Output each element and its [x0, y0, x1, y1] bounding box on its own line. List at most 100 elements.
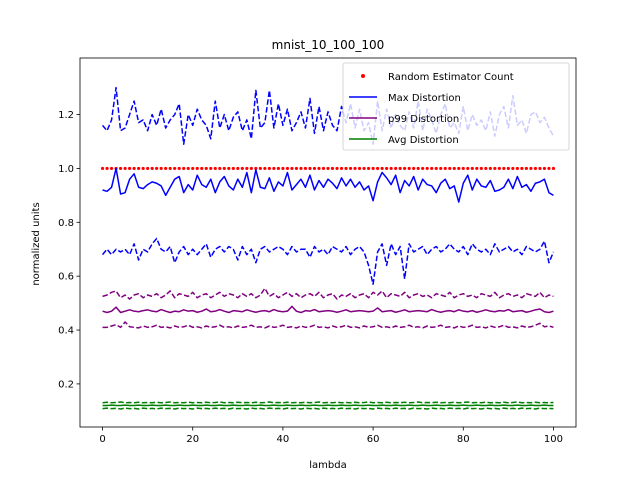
series-line-max-distortion-lower	[101, 237, 555, 285]
data-point	[380, 166, 384, 171]
data-point	[466, 166, 470, 171]
data-point	[299, 166, 303, 171]
legend-marker	[361, 74, 365, 78]
data-point	[357, 166, 362, 171]
data-point	[100, 166, 105, 171]
data-point	[470, 166, 474, 171]
y-tick-label: 1.0	[58, 164, 74, 175]
series-line-max-distortion-upper	[101, 86, 555, 145]
data-point	[281, 166, 285, 171]
data-point	[303, 166, 308, 171]
data-point	[245, 166, 249, 171]
series-line-avg-distortion-lower	[102, 407, 554, 410]
series-line-avg-distortion-upper	[102, 401, 554, 404]
data-point	[231, 166, 235, 171]
data-point	[511, 166, 515, 171]
series-random-estimator-count	[100, 166, 556, 171]
x-tick-label: 80	[457, 434, 470, 445]
data-point	[227, 166, 231, 171]
data-point	[150, 166, 154, 171]
data-point	[191, 166, 195, 171]
data-point	[366, 166, 371, 171]
data-point	[128, 166, 132, 171]
data-point	[132, 166, 136, 171]
data-point	[317, 166, 321, 171]
legend: Random Estimator Count Max Distortion p99 …	[342, 62, 570, 151]
data-point	[123, 166, 127, 171]
legend-entry-avg-distortion: Avg Distortion	[349, 135, 459, 146]
data-point	[105, 166, 109, 171]
data-point	[173, 166, 177, 171]
series-line-p99-distortion-upper	[102, 287, 554, 300]
legend-entry-p99-distortion: p99 Distortion	[349, 114, 459, 125]
x-tick-label: 0	[99, 434, 105, 445]
data-point	[475, 166, 479, 171]
data-point	[186, 166, 190, 171]
data-point	[394, 166, 398, 171]
data-point	[479, 166, 483, 171]
plot-area	[100, 86, 556, 410]
data-point	[213, 166, 217, 171]
data-point	[533, 166, 538, 171]
y-tick-label: 0.4	[58, 326, 74, 337]
data-point	[520, 166, 524, 171]
series-line-p99-distortion	[102, 305, 554, 314]
data-point	[461, 166, 465, 171]
data-point	[330, 166, 335, 171]
data-point	[335, 166, 339, 171]
data-point	[308, 166, 312, 171]
data-point	[515, 166, 519, 171]
data-point	[200, 166, 204, 171]
legend-label: Avg Distortion	[388, 135, 459, 146]
data-point	[502, 166, 506, 171]
y-tick-label: 0.8	[58, 218, 74, 229]
legend-label: Random Estimator Count	[388, 72, 514, 83]
data-point	[448, 166, 452, 171]
data-point	[267, 166, 271, 171]
data-point	[209, 166, 213, 171]
x-axis-label: lambda	[309, 460, 346, 471]
data-point	[222, 166, 226, 171]
y-axis-label: normalized units	[31, 202, 42, 285]
legend-entry-max-distortion: Max Distortion	[349, 93, 461, 104]
data-point	[263, 166, 267, 171]
data-point	[348, 166, 353, 171]
data-point	[371, 166, 375, 171]
data-point	[290, 166, 294, 171]
data-point	[254, 166, 258, 171]
data-point	[218, 166, 222, 171]
data-point	[339, 166, 344, 171]
data-point	[168, 166, 172, 171]
data-point	[506, 166, 510, 171]
data-point	[177, 166, 181, 171]
data-point	[376, 166, 380, 171]
data-point	[443, 166, 447, 171]
data-point	[529, 166, 533, 171]
data-point	[240, 166, 244, 171]
data-point	[457, 166, 461, 171]
data-point	[484, 166, 488, 171]
data-point	[159, 166, 163, 171]
data-point	[321, 166, 326, 171]
chart-title: mnist_10_100_100	[272, 38, 385, 52]
legend-entry-random-estimator-count: Random Estimator Count	[361, 72, 514, 83]
data-point	[137, 166, 141, 171]
data-point	[389, 166, 393, 171]
data-point	[164, 166, 168, 171]
x-tick-label: 60	[367, 434, 380, 445]
y-tick-label: 0.2	[58, 379, 74, 390]
series-line-max-distortion	[102, 167, 554, 203]
data-point	[425, 166, 429, 171]
x-tick-label: 40	[277, 434, 290, 445]
data-point	[551, 166, 556, 171]
data-point	[434, 166, 438, 171]
data-point	[542, 166, 547, 171]
data-point	[398, 166, 402, 171]
legend-label: Max Distortion	[388, 93, 461, 104]
data-point	[403, 166, 407, 171]
series-line-p99-distortion-lower	[102, 321, 554, 329]
data-point	[452, 166, 456, 171]
data-point	[412, 166, 416, 171]
